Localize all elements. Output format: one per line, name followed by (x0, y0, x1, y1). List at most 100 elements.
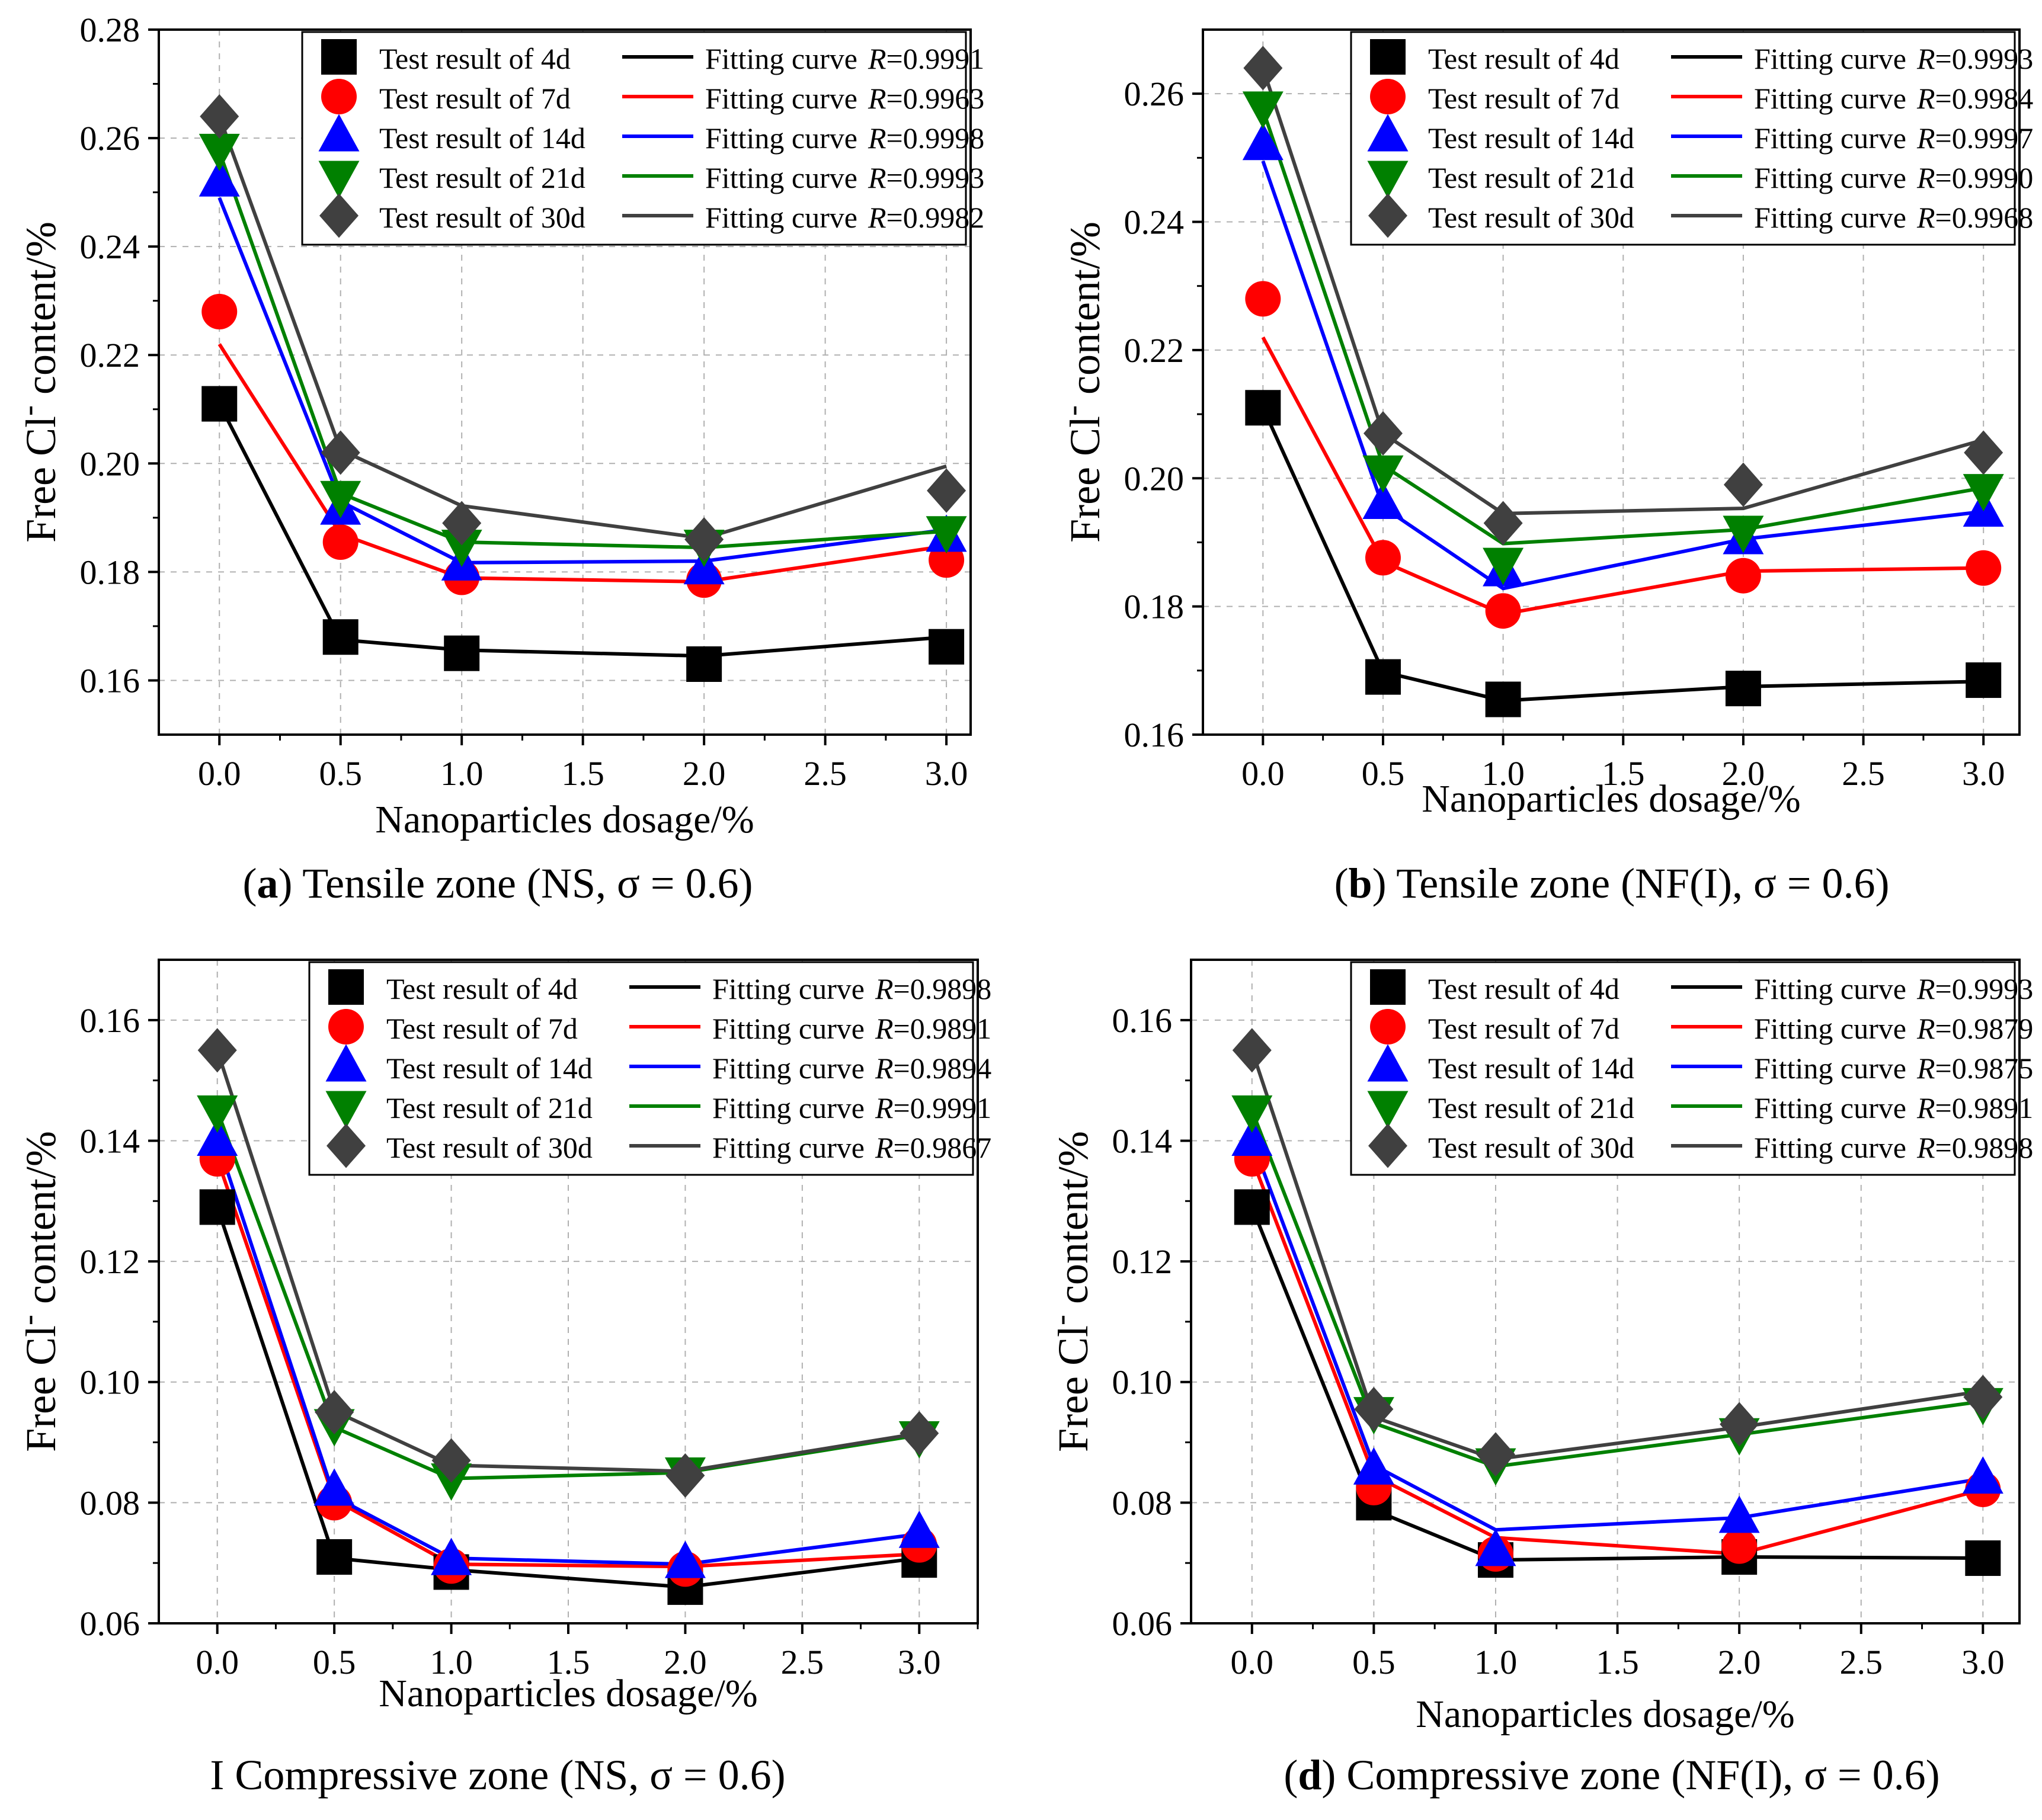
y-tick-label: 0.14 (1112, 1122, 1173, 1160)
data-point-series-1 (929, 629, 965, 665)
data-point-series-5 (684, 517, 724, 562)
x-axis-label: Nanoparticles dosage/% (375, 798, 754, 841)
y-axis-label: Free Cl- content/% (10, 1131, 65, 1452)
legend-fit-label: Fitting curve (712, 1052, 865, 1085)
data-point-series-5 (1720, 1402, 1759, 1447)
legend-r-value: R=0.9968 (1916, 201, 2033, 234)
data-point-series-1 (1365, 659, 1401, 695)
legend-marker (1370, 969, 1406, 1005)
legend-fit-label: Fitting curve (712, 1012, 865, 1045)
legend-entry-name: Test result of 7d (379, 82, 571, 115)
data-point-series-5 (927, 468, 966, 513)
data-point-series-4 (199, 133, 240, 171)
data-point-series-1 (1725, 671, 1761, 707)
y-tick-label: 0.10 (80, 1363, 140, 1402)
legend-fit-label: Fitting curve (1754, 1052, 1906, 1085)
y-tick-label: 0.16 (80, 661, 140, 700)
legend-fit-label: Fitting curve (705, 82, 857, 115)
x-tick-label: 0.0 (198, 754, 241, 793)
legend-fit-label: Fitting curve (705, 121, 857, 155)
x-axis-label: Nanoparticles dosage/% (1416, 1693, 1795, 1736)
data-point-series-2 (1245, 281, 1281, 317)
legend-fit-label: Fitting curve (1754, 82, 1906, 115)
legend-r-value: R=0.9894 (875, 1052, 991, 1085)
data-point-series-3 (1475, 1529, 1516, 1566)
legend-fit-label: Fitting curve (705, 42, 857, 75)
data-point-series-4 (1362, 455, 1404, 493)
y-tick-label: 0.24 (80, 228, 140, 266)
x-tick-label: 1.0 (1474, 1643, 1518, 1681)
data-point-series-3 (313, 1468, 355, 1506)
legend-fit-label: Fitting curve (712, 1131, 865, 1164)
x-tick-label: 2.0 (683, 754, 726, 793)
legend-box (1350, 31, 2016, 246)
legend-marker (1370, 79, 1406, 114)
data-point-series-3 (1242, 123, 1284, 161)
legend-entry-name: Test result of 30d (1428, 1131, 1634, 1164)
legend-entry-name: Test result of 7d (1428, 82, 1619, 115)
x-tick-label: 1.0 (440, 754, 484, 793)
data-point-series-5 (665, 1453, 705, 1498)
legend-marker (1368, 1123, 1407, 1168)
legend-marker (318, 161, 360, 198)
legend-marker (1370, 1009, 1406, 1044)
data-point-series-5 (900, 1411, 939, 1456)
y-tick-label: 0.08 (80, 1483, 140, 1522)
data-point-series-3 (664, 1540, 706, 1578)
data-point-series-1 (316, 1539, 353, 1575)
plot-frame (158, 28, 972, 736)
y-tick-label: 0.14 (80, 1122, 140, 1160)
legend-marker (1367, 161, 1409, 198)
legend-fit-label: Fitting curve (1754, 42, 1906, 75)
legend-box (1350, 961, 2016, 1176)
data-point-series-4 (1231, 1095, 1273, 1133)
data-point-series-3 (1353, 1447, 1394, 1485)
legend-r-value: R=0.9993 (1916, 972, 2033, 1005)
legend-marker (319, 193, 359, 238)
y-tick-label: 0.16 (1124, 716, 1185, 754)
legend-r-value: R=0.9891 (875, 1012, 991, 1045)
legend-marker (321, 39, 357, 75)
data-point-series-3 (1962, 1456, 2003, 1494)
data-point-series-3 (1718, 1495, 1760, 1533)
legend-entry-name: Test result of 14d (1428, 1052, 1634, 1085)
x-tick-label: 3.0 (1961, 1643, 2005, 1681)
chart-panel-c: 0.0 0.5 1.0 1.5 2.0 2.5 3.0 0.06 0.08 0.10 0.12 0.1… (10, 959, 991, 1799)
legend-marker (318, 114, 360, 152)
x-tick-label: 0.5 (313, 1643, 356, 1681)
legend-r-value: R=0.9997 (1916, 121, 2033, 155)
y-tick-label: 0.22 (1124, 331, 1185, 370)
data-point-series-3 (199, 159, 240, 197)
y-axis-label: Free Cl- content/% (1042, 1131, 1097, 1452)
y-tick-label: 0.22 (80, 336, 140, 374)
data-point-series-4 (1963, 474, 2004, 512)
data-point-series-5 (321, 430, 360, 475)
legend-entry-name: Test result of 14d (386, 1052, 593, 1085)
y-tick-label: 0.20 (1124, 459, 1185, 498)
data-point-series-4 (197, 1095, 238, 1133)
data-point-series-5 (1354, 1387, 1394, 1432)
legend-entry-name: Test result of 4d (386, 972, 578, 1005)
data-point-series-1 (686, 646, 722, 682)
legend-marker (1367, 114, 1409, 152)
data-point-series-3 (197, 1118, 238, 1156)
legend-marker (1367, 1044, 1409, 1082)
legend-fit-label: Fitting curve (712, 972, 865, 1005)
legend-marker (321, 79, 357, 114)
legend-entry-name: Test result of 30d (386, 1131, 593, 1164)
legend-marker (328, 969, 364, 1005)
chart-panel-a: 0.0 0.5 1.0 1.5 2.0 2.5 3.0 0.16 0.18 0.20 0.22 0.2… (10, 11, 984, 907)
data-point-series-2 (1966, 550, 2002, 586)
y-tick-label: 0.12 (1112, 1242, 1173, 1281)
fitting-curve-3 (1261, 160, 1984, 591)
legend-marker (325, 1044, 367, 1082)
legend-entry-name: Test result of 4d (1428, 972, 1619, 1005)
panel-caption: (d) Compressive zone (NF(I), σ = 0.6) (1284, 1751, 1939, 1799)
y-tick-label: 0.06 (80, 1604, 140, 1643)
y-tick-label: 0.16 (1112, 1001, 1173, 1040)
y-tick-label: 0.08 (1112, 1483, 1173, 1522)
x-tick-label: 0.0 (1231, 1643, 1274, 1681)
data-point-series-5 (431, 1438, 471, 1483)
legend-r-value: R=0.9879 (1916, 1012, 2033, 1045)
legend-entry-name: Test result of 30d (1428, 201, 1634, 234)
